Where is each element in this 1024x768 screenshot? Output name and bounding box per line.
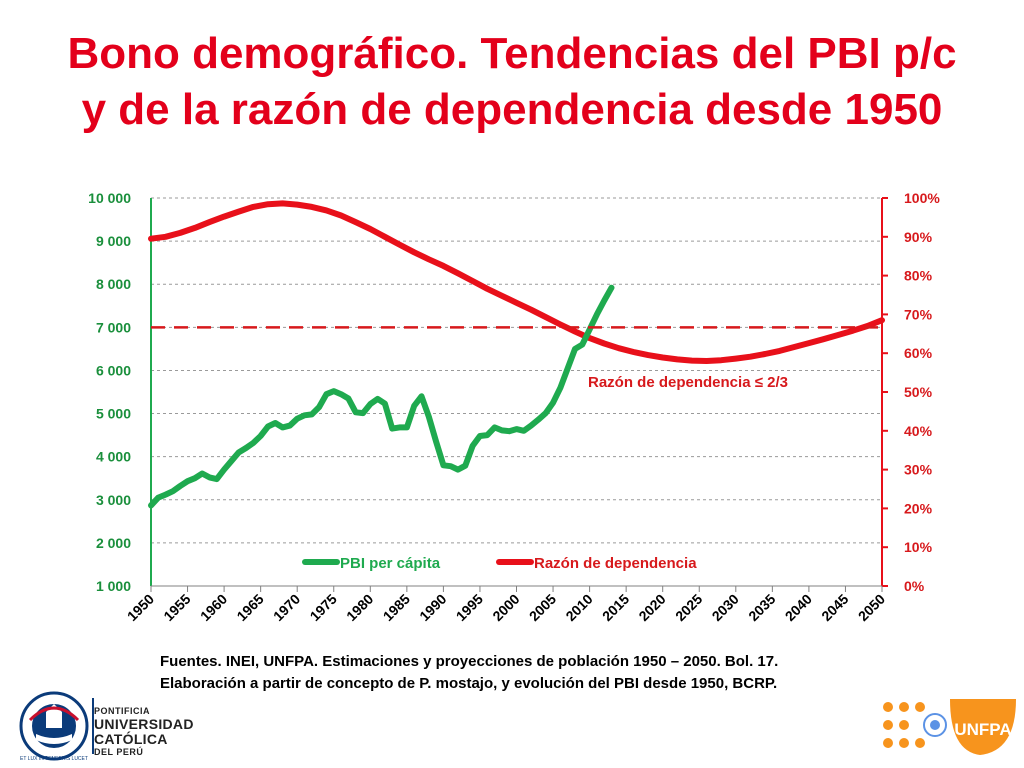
y-right-tick-label: 20% bbox=[904, 500, 933, 516]
series-layer bbox=[148, 200, 885, 509]
unfpa-dots-icon bbox=[883, 702, 925, 748]
x-tick-label: 1980 bbox=[343, 591, 376, 624]
x-tick-label: 1970 bbox=[270, 591, 303, 624]
x-tick-label: 2030 bbox=[709, 591, 742, 624]
y-right-tick-label: 40% bbox=[904, 423, 933, 439]
page-title: Bono demográfico. Tendencias del PBI p/c… bbox=[0, 26, 1024, 138]
x-tick-label: 2035 bbox=[745, 591, 778, 624]
x-tick-label: 2050 bbox=[855, 591, 888, 624]
legend-label-dependency: Razón de dependencia bbox=[534, 555, 697, 572]
pucp-line-4: DEL PERÚ bbox=[94, 747, 144, 757]
legend-label-gdp: PBI per cápita bbox=[340, 555, 441, 572]
y-left-tick-label: 2 000 bbox=[96, 535, 131, 551]
x-tick-label: 2040 bbox=[782, 591, 815, 624]
x-tick-label: 2045 bbox=[818, 591, 851, 624]
axes bbox=[150, 197, 888, 592]
y-right-tick-label: 0% bbox=[904, 578, 925, 594]
y-left-tick-label: 9 000 bbox=[96, 233, 131, 249]
y-left-tick-label: 4 000 bbox=[96, 449, 131, 465]
x-tick-label: 1975 bbox=[307, 591, 340, 624]
series-line-dependency-ratio bbox=[148, 200, 885, 364]
annotations: Razón de dependencia ≤ 2/3 bbox=[151, 326, 882, 391]
y-right-tick-label: 60% bbox=[904, 345, 933, 361]
unfpa-wordmark: UNFPA bbox=[954, 720, 1011, 739]
y-right-tick-label: 90% bbox=[904, 229, 933, 245]
unfpa-logo: UNFPA bbox=[883, 699, 1016, 755]
y-left-tick-label: 7 000 bbox=[96, 319, 131, 335]
y-right-tick-label: 50% bbox=[904, 384, 933, 400]
y-left-tick-label: 8 000 bbox=[96, 276, 131, 292]
y-left-tick-label: 5 000 bbox=[96, 406, 131, 422]
title-line-2: y de la razón de dependencia desde 1950 bbox=[81, 85, 943, 134]
x-tick-label: 1985 bbox=[380, 591, 413, 624]
y-left-tick-label: 10 000 bbox=[88, 190, 131, 206]
x-tick-label: 1965 bbox=[233, 591, 266, 624]
x-tick-label: 2015 bbox=[599, 591, 632, 624]
y-right-tick-label: 10% bbox=[904, 539, 933, 555]
pucp-line-3: CATÓLICA bbox=[94, 731, 168, 747]
y-left-tick-label: 6 000 bbox=[96, 362, 131, 378]
y-right-tick-label: 100% bbox=[904, 190, 940, 206]
y-right-tick-label: 80% bbox=[904, 268, 933, 284]
gridlines bbox=[151, 197, 882, 544]
pucp-line-1: PONTIFICIA bbox=[94, 706, 150, 716]
y-right-tick-label: 70% bbox=[904, 306, 933, 322]
pucp-motto: ET LUX IN TENEBRIS LUCET bbox=[20, 756, 88, 762]
x-tick-label: 1990 bbox=[416, 591, 449, 624]
x-tick-label: 1955 bbox=[160, 591, 193, 624]
legend: PBI per cápita Razón de dependencia bbox=[302, 555, 697, 572]
x-tick-label: 2010 bbox=[562, 591, 595, 624]
x-tick-label: 1960 bbox=[197, 591, 230, 624]
y-right-tick-label: 30% bbox=[904, 462, 933, 478]
x-tick-label: 2000 bbox=[489, 591, 522, 624]
un-emblem-icon bbox=[923, 713, 947, 737]
title-line-1: Bono demográfico. Tendencias del PBI p/c bbox=[67, 29, 957, 78]
y-left-tick-label: 3 000 bbox=[96, 492, 131, 508]
x-tick-label: 1995 bbox=[453, 591, 486, 624]
source-line-2: Elaboración a partir de concepto de P. m… bbox=[160, 675, 778, 692]
pucp-seal-icon: ET LUX IN TENEBRIS LUCET bbox=[19, 691, 94, 762]
y-left-tick-label: 1 000 bbox=[96, 578, 131, 594]
x-tick-label: 2005 bbox=[526, 591, 559, 624]
pucp-line-2: UNIVERSIDAD bbox=[94, 716, 194, 732]
series-line-gdp-per-capita bbox=[148, 284, 615, 509]
source-line-1: Fuentes. INEI, UNFPA. Estimaciones y pro… bbox=[160, 653, 779, 670]
x-tick-label: 2020 bbox=[635, 591, 668, 624]
x-tick-label: 1950 bbox=[124, 591, 157, 624]
x-tick-label: 2025 bbox=[672, 591, 705, 624]
threshold-label: Razón de dependencia ≤ 2/3 bbox=[588, 374, 788, 391]
source-note: Fuentes. INEI, UNFPA. Estimaciones y pro… bbox=[160, 651, 900, 695]
pucp-wordmark: PONTIFICIA UNIVERSIDAD CATÓLICA DEL PERÚ bbox=[94, 706, 194, 758]
